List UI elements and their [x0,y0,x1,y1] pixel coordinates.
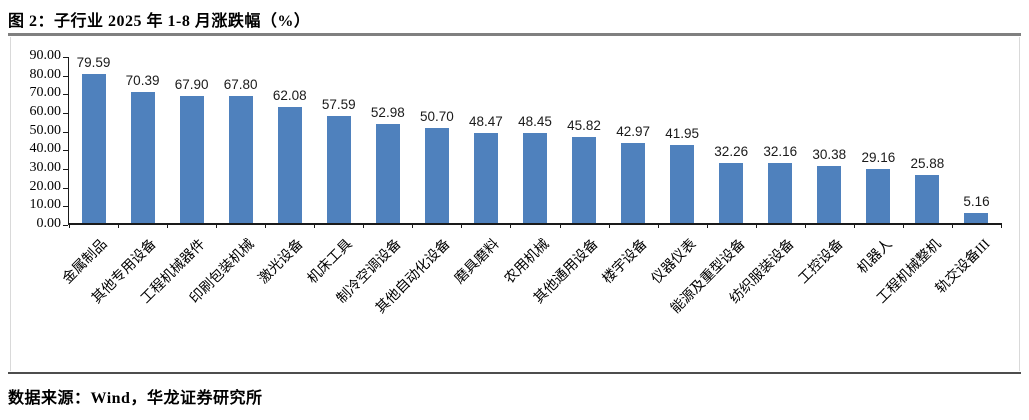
bar-value-label: 70.39 [125,72,160,88]
y-axis-tick [63,131,68,133]
x-axis-tick [314,223,316,228]
x-axis-category-label-text: 工控设备 [796,236,847,288]
y-axis-tick [63,206,68,208]
y-axis-tick [63,75,68,77]
y-axis-tick-label: 40.00 [29,141,62,157]
bar-value-label: 5.16 [963,194,990,210]
x-axis-tick [755,223,757,228]
x-axis-tick [216,223,218,228]
x-axis-tick [118,223,120,228]
bar-机床工具 [326,115,351,223]
bar-其他自动化设备 [424,128,449,223]
x-axis-tick [853,223,855,228]
chart-frame: 79.59 70.39 67.90 67.80 62.08 57.59 52.98 50.70… [10,37,1020,371]
bar-value-label: 32.26 [714,143,749,159]
x-axis-tick [363,223,365,228]
bar-其他通用设备 [572,137,597,223]
x-axis-tick [902,223,904,228]
bar-仪器仪表 [670,144,695,223]
x-axis-category-label-text: 楼宇设备 [599,236,651,288]
x-axis-tick [69,223,70,228]
y-axis-tick-label: 0.00 [36,216,62,231]
bar-工程机械器件 [179,96,204,223]
x-axis-tick [412,223,414,228]
title-divider-rule [8,33,1021,36]
bar-value-label: 42.97 [616,123,650,139]
bar-工控设备 [817,166,842,223]
bar-能源及重型设备 [719,162,744,223]
y-axis-tick [63,169,68,170]
bar-激光设备 [277,107,302,223]
bar-磨具磨料 [473,132,498,223]
plot-area: 79.59 70.39 67.90 67.80 62.08 57.59 52.98 50.70… [63,55,1002,228]
bar-楼宇设备 [621,142,646,223]
bar-纺织服装设备 [768,162,793,223]
bar-value-label: 29.16 [861,149,896,165]
y-axis-tick-label: 80.00 [29,66,62,82]
bar-value-label: 48.47 [469,113,503,129]
x-axis-tick [559,223,561,228]
bar-value-label: 67.80 [223,77,258,93]
bar-value-label: 41.95 [665,125,700,141]
bar-金属制品 [81,74,106,223]
x-axis-tick [167,223,169,228]
x-axis-tick [461,223,463,228]
bar-value-label: 48.45 [518,113,552,129]
y-axis-tick-label: 10.00 [29,197,62,213]
bar-农用机械 [523,132,547,223]
bar-制冷空调设备 [375,124,400,223]
bar-value-label: 62.08 [272,88,307,104]
x-axis-tick [951,223,953,228]
y-axis-tick-label: 50.00 [29,122,62,138]
x-axis-tick [706,223,708,228]
bar-value-label: 45.82 [567,118,601,134]
y-axis-tick-label: 70.00 [29,85,62,101]
bar-value-label: 52.98 [370,105,405,121]
figure-title: 图 2：子行业 2025 年 1-8 月涨跌幅（%） [8,13,311,30]
x-axis-tick [657,223,659,228]
x-axis-tick [265,223,267,228]
bar-value-label: 79.59 [76,55,111,71]
y-axis-tick [63,113,68,114]
x-axis-tick [608,223,610,228]
y-axis-tick-label: 20.00 [29,178,62,194]
bar-value-label: 67.90 [174,77,209,93]
y-axis-tick [63,94,68,96]
y-axis-tick [63,187,68,189]
bar-value-label: 32.16 [763,143,798,159]
y-axis-tick [63,57,68,58]
x-axis-category-label-text: 激光设备 [256,236,307,288]
y-axis-tick-label: 90.00 [29,48,62,63]
bar-其他专用设备 [130,91,155,223]
x-axis-tick [1001,223,1002,228]
bar-轨交设备III [964,213,989,223]
x-axis-tick [804,223,806,228]
y-axis-tick [63,225,68,226]
y-axis-tick-label: 60.00 [29,104,62,119]
x-axis-tick [510,223,512,228]
y-axis-tick [63,150,68,152]
figure-source: 数据来源：Wind，华龙证券研究所 [8,390,263,407]
bottom-divider-rule [8,372,1021,374]
bar-value-label: 30.38 [812,147,847,163]
bar-印刷包装机械 [228,96,253,223]
x-axis-category-label-text: 机器人 [855,236,896,278]
bar-value-label: 57.59 [321,96,356,112]
x-axis-category-label-text: 磨具磨料 [452,236,503,288]
bar-value-label: 50.70 [419,109,454,125]
bar-value-label: 25.88 [910,155,945,171]
bar-工程机械整机 [915,174,940,223]
y-axis-tick-label: 30.00 [29,160,62,175]
bar-机器人 [866,168,891,223]
